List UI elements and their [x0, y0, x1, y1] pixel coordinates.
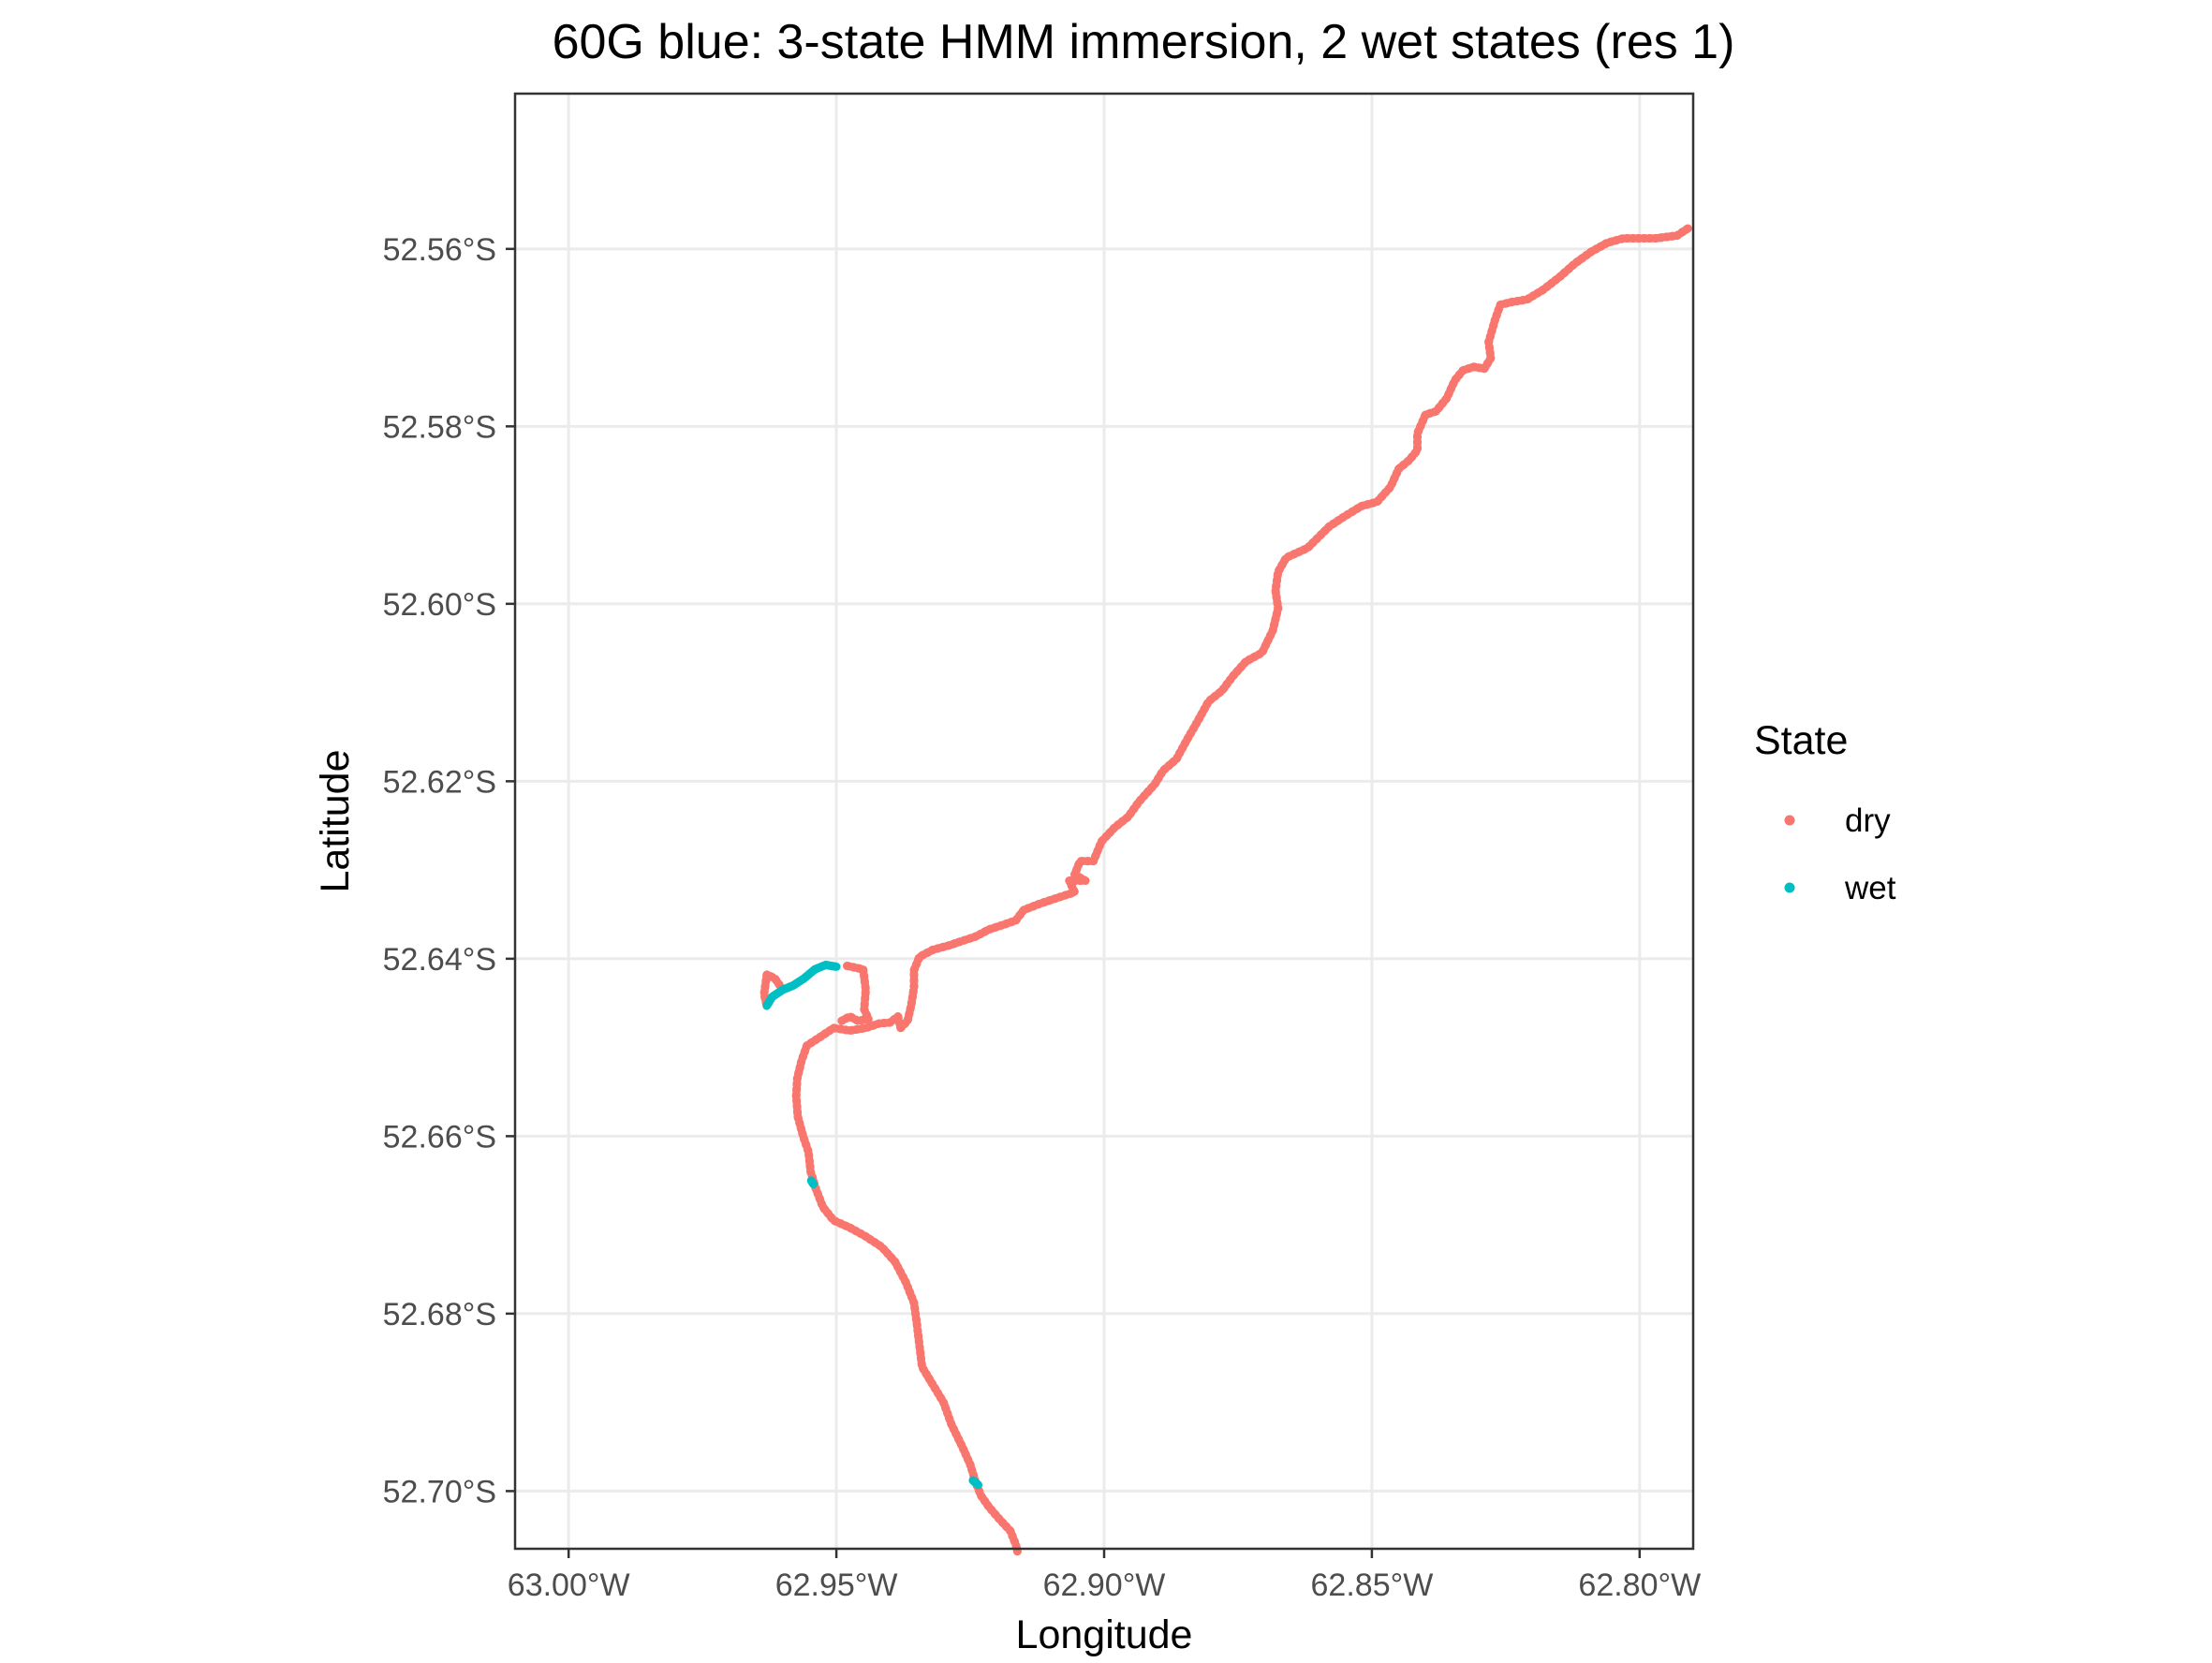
track-dry-segment — [791, 224, 1692, 1556]
y-tick-label: 52.60°S — [383, 587, 496, 623]
legend-entries: dry wet — [1784, 802, 1896, 906]
y-tick-label: 52.62°S — [383, 764, 496, 800]
grid-layer — [515, 94, 1693, 1549]
track-wet-segment — [968, 1476, 983, 1490]
y-tick-label: 52.58°S — [383, 409, 496, 445]
y-axis-title: Latitude — [313, 749, 358, 892]
y-tick-label: 52.70°S — [383, 1474, 496, 1509]
legend-title: State — [1754, 718, 1848, 763]
x-tick-label: 63.00°W — [508, 1567, 630, 1603]
legend-label-wet: wet — [1844, 870, 1896, 906]
tick-layer: 63.00°W 62.95°W 62.90°W 62.85°W 62.80°W 52.56… — [383, 232, 1702, 1603]
legend-key-wet — [1784, 882, 1795, 893]
chart-title: 60G blue: 3-state HMM immersion, 2 wet s… — [553, 15, 1735, 69]
legend-key-dry — [1784, 815, 1795, 826]
track-dry-segment — [837, 962, 873, 1025]
y-tick-label: 52.56°S — [383, 232, 496, 268]
track-layer — [759, 224, 1692, 1556]
x-axis-title: Longitude — [1016, 1612, 1193, 1657]
y-tick-label: 52.68°S — [383, 1297, 496, 1332]
track-dry-segment — [759, 970, 788, 1010]
y-tick-label: 52.64°S — [383, 942, 496, 978]
x-tick-label: 62.85°W — [1311, 1567, 1434, 1603]
y-tick-label: 52.66°S — [383, 1119, 496, 1155]
legend-label-dry: dry — [1845, 802, 1891, 839]
track-wet-segment — [806, 1176, 818, 1189]
track-wet-segment — [762, 961, 841, 1010]
x-tick-label: 62.90°W — [1043, 1567, 1166, 1603]
legend: State dry wet — [1754, 718, 1896, 906]
x-tick-label: 62.95°W — [775, 1567, 898, 1603]
x-tick-label: 62.80°W — [1578, 1567, 1701, 1603]
